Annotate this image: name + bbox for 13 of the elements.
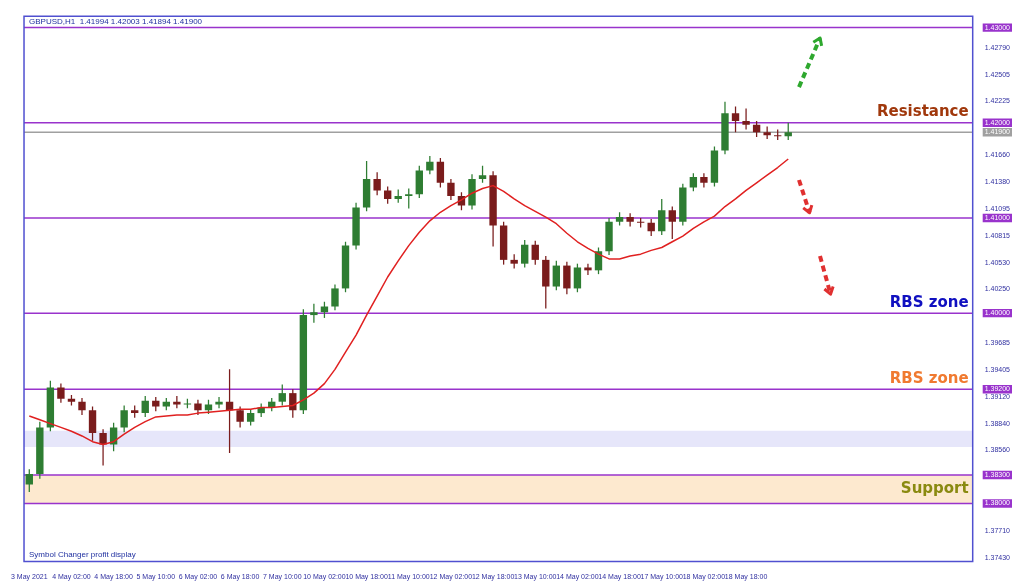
- candlestick: [310, 303, 318, 323]
- candlestick: [584, 263, 592, 276]
- ref-line-label: RBS zone: [889, 368, 969, 387]
- candlestick: [742, 108, 750, 130]
- chart-title: GBPUSD,H1 1.41994 1.42003 1.41894 1.41900: [29, 17, 203, 27]
- candlestick: [700, 173, 708, 188]
- candlestick: [215, 396, 223, 409]
- ref-line-label: RBS zone: [889, 292, 969, 311]
- candlestick: [626, 213, 634, 227]
- candlestick: [99, 429, 107, 466]
- annotation: Symbol Changer profit display: [29, 549, 136, 559]
- band-label: Support: [900, 479, 969, 498]
- ref-line-label: Resistance: [876, 102, 969, 121]
